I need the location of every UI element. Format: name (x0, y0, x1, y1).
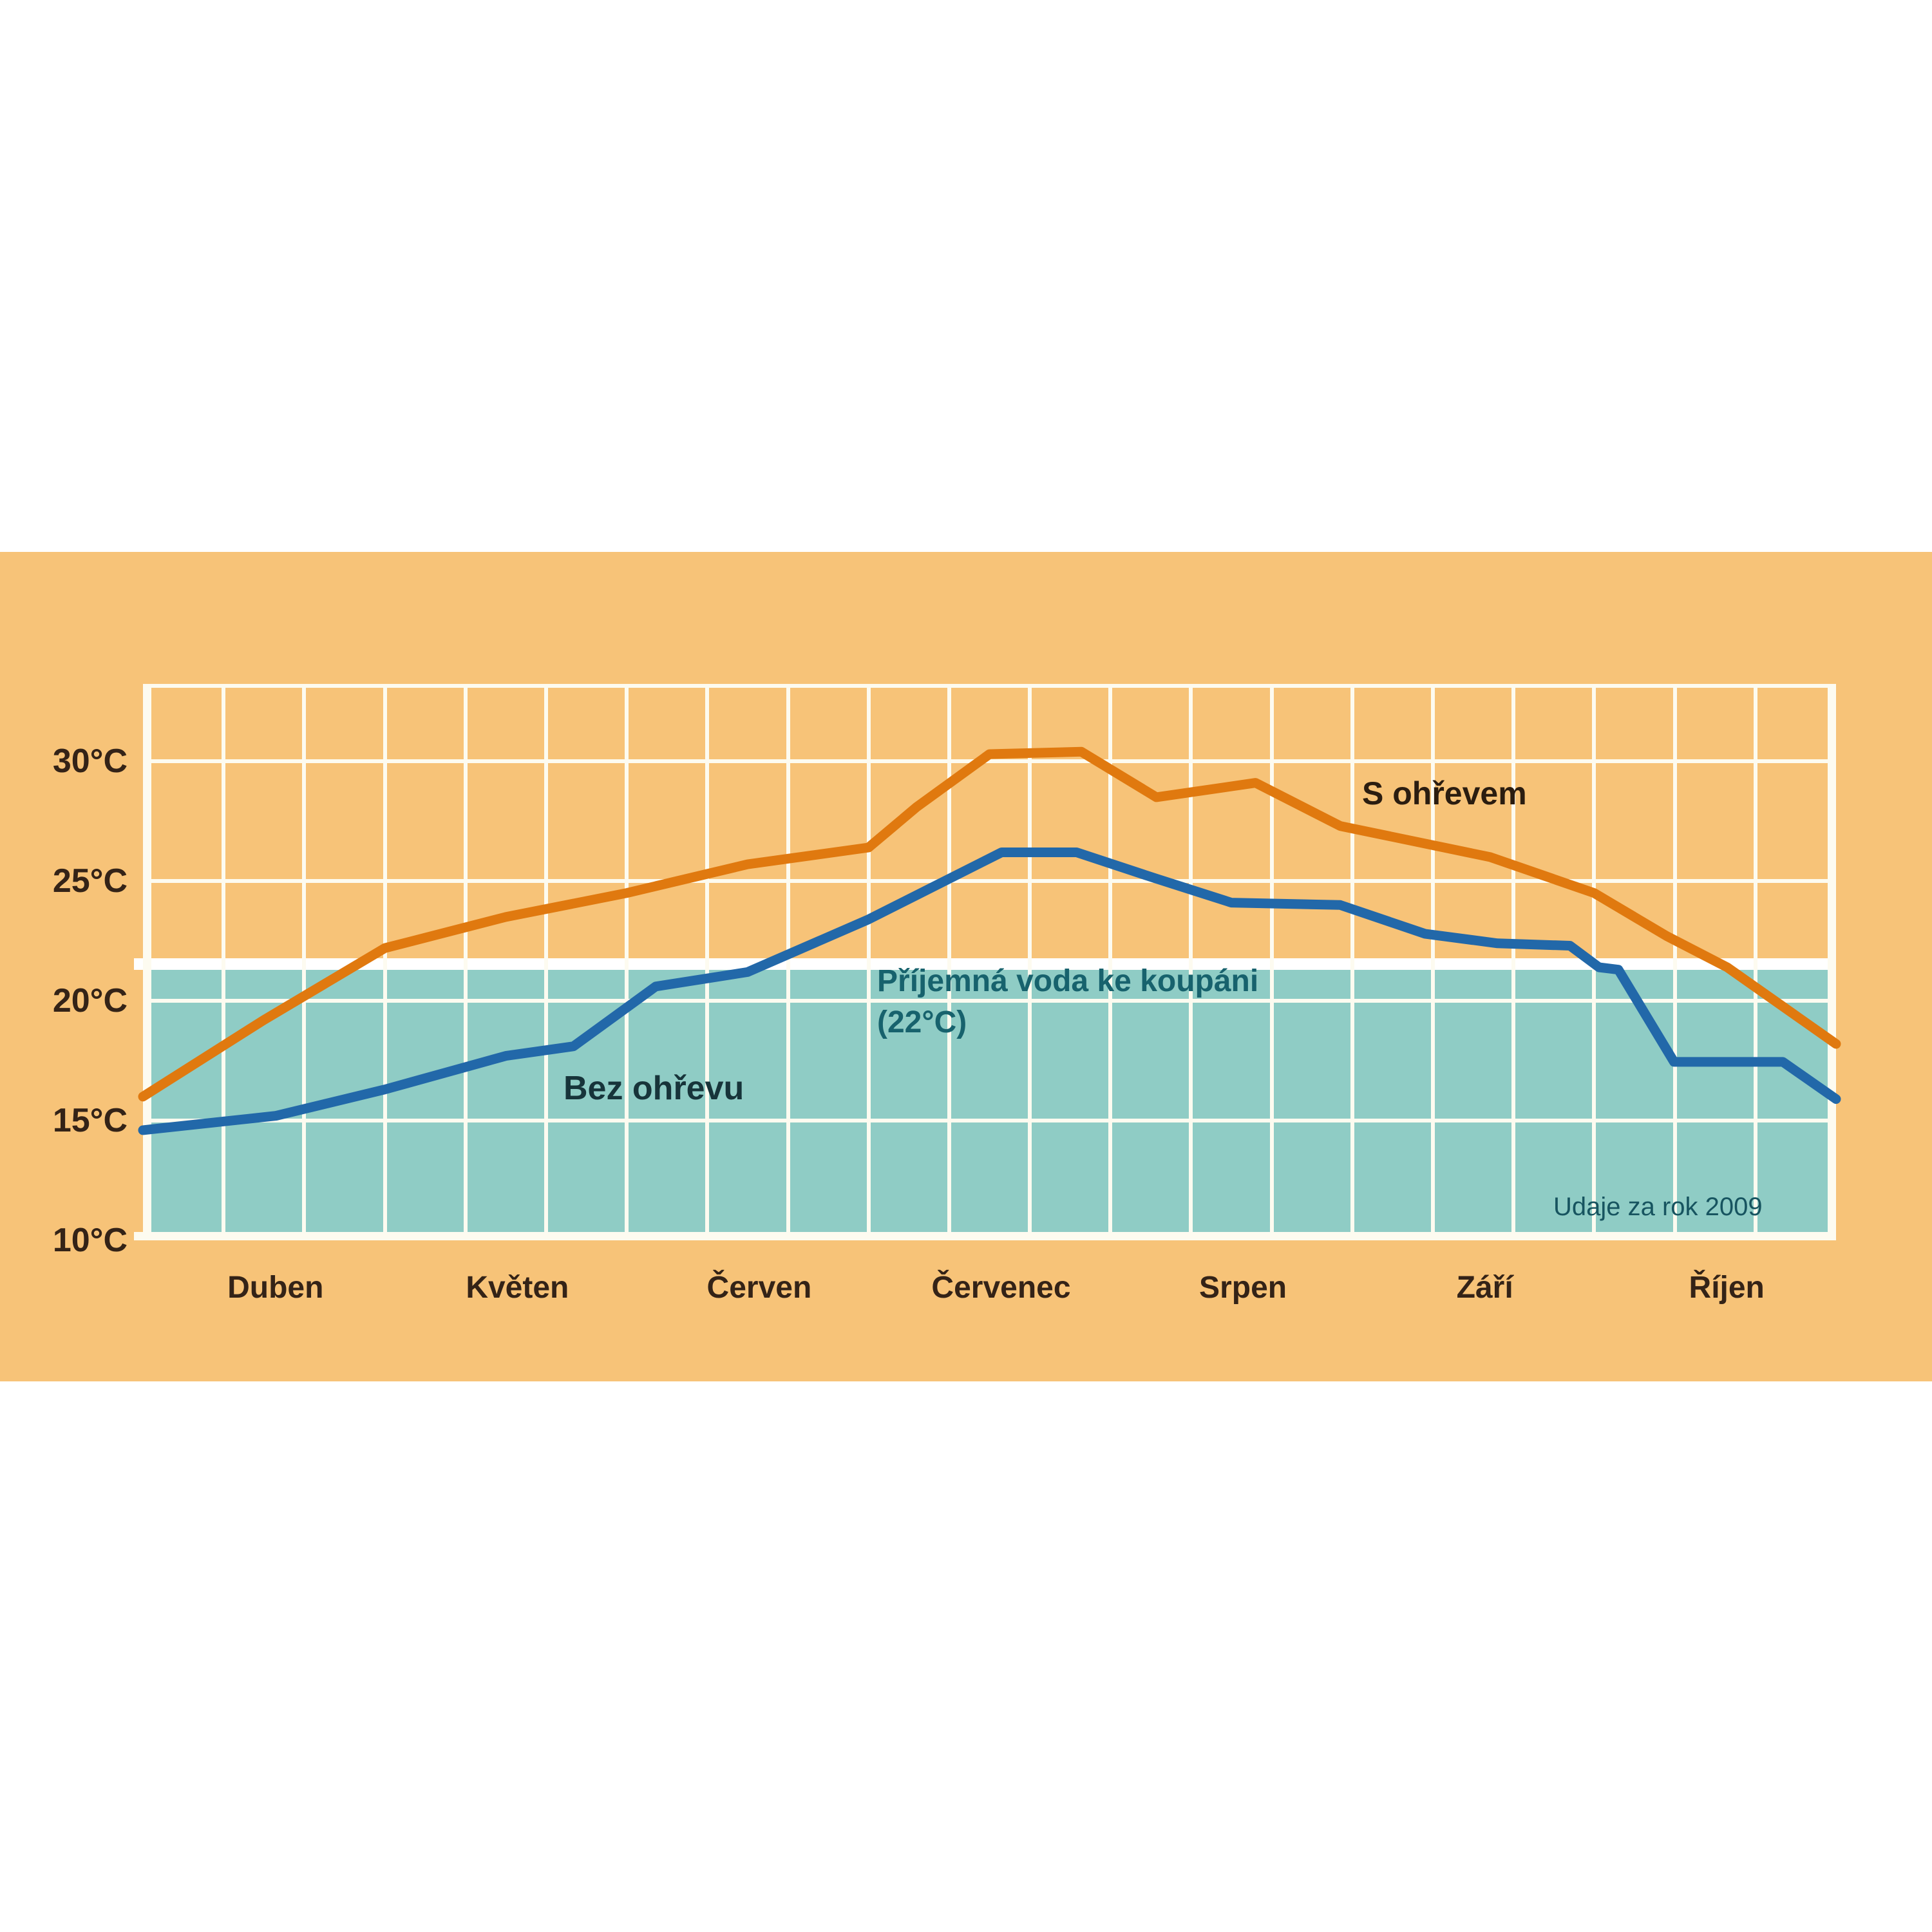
month-label-2: Květen (466, 1271, 569, 1305)
comfort-band-annotation-line2: (22°C) (877, 1005, 967, 1039)
comfort-band-region (143, 970, 1836, 1240)
month-label-5: Srpen (1199, 1271, 1287, 1305)
gridline-vertical (866, 684, 871, 1240)
gridline-vertical (383, 684, 387, 1240)
y-tick-label: 25°C (52, 862, 128, 900)
comfort-band-top-divider (134, 958, 1836, 971)
series-line-heated (138, 746, 1841, 1102)
comfort-band-annotation-line1: Příjemná voda ke koupáni (877, 964, 1259, 998)
gridline-vertical (544, 684, 548, 1240)
gridline-vertical (1511, 684, 1516, 1240)
gridline-vertical (1028, 684, 1032, 1240)
gridline-vertical (1672, 684, 1677, 1240)
gridline-horizontal (143, 999, 1836, 1003)
plot-border-top (143, 684, 1836, 688)
plot-border-left (143, 684, 151, 1240)
gridline-vertical (1269, 684, 1274, 1240)
month-label-1: Duben (227, 1271, 324, 1305)
gridline-vertical (1753, 684, 1757, 1240)
y-tick-label: 20°C (52, 982, 128, 1020)
gridline-horizontal (143, 879, 1836, 884)
month-label-3: Červen (706, 1271, 812, 1305)
gridline-horizontal (143, 759, 1836, 764)
plot-border-bottom (134, 1232, 1836, 1240)
y-tick-label: 15°C (52, 1102, 128, 1140)
gridline-vertical (1431, 684, 1435, 1240)
gridline-vertical (1189, 684, 1193, 1240)
month-label-4: Červenec (931, 1271, 1071, 1305)
gridline-vertical (222, 684, 226, 1240)
series-label-heated: S ohřevem (1362, 775, 1527, 811)
comfort-band-annotation: Příjemná voda ke koupáni (22°C) (877, 961, 1258, 1043)
gridline-vertical (1108, 684, 1113, 1240)
series-line-unheated (138, 848, 1841, 1135)
series-lines-layer (138, 746, 1841, 1135)
gridline-vertical (302, 684, 307, 1240)
y-tick-label: 30°C (52, 743, 128, 781)
gridline-vertical (786, 684, 790, 1240)
plot-area (134, 684, 1841, 1240)
gridline-vertical (947, 684, 951, 1240)
month-label-6: Září (1456, 1271, 1513, 1305)
gridline-vertical (625, 684, 629, 1240)
gridline-vertical (705, 684, 710, 1240)
series-label-unheated: Bez ohřevu (564, 1070, 744, 1107)
gridline-horizontal (143, 1119, 1836, 1123)
month-label-7: Říjen (1689, 1271, 1765, 1305)
y-tick-label: 10°C (52, 1222, 128, 1259)
gridline-vertical (463, 684, 468, 1240)
gridline-vertical (1350, 684, 1354, 1240)
source-note: Udaje za rok 2009 (1553, 1193, 1763, 1221)
